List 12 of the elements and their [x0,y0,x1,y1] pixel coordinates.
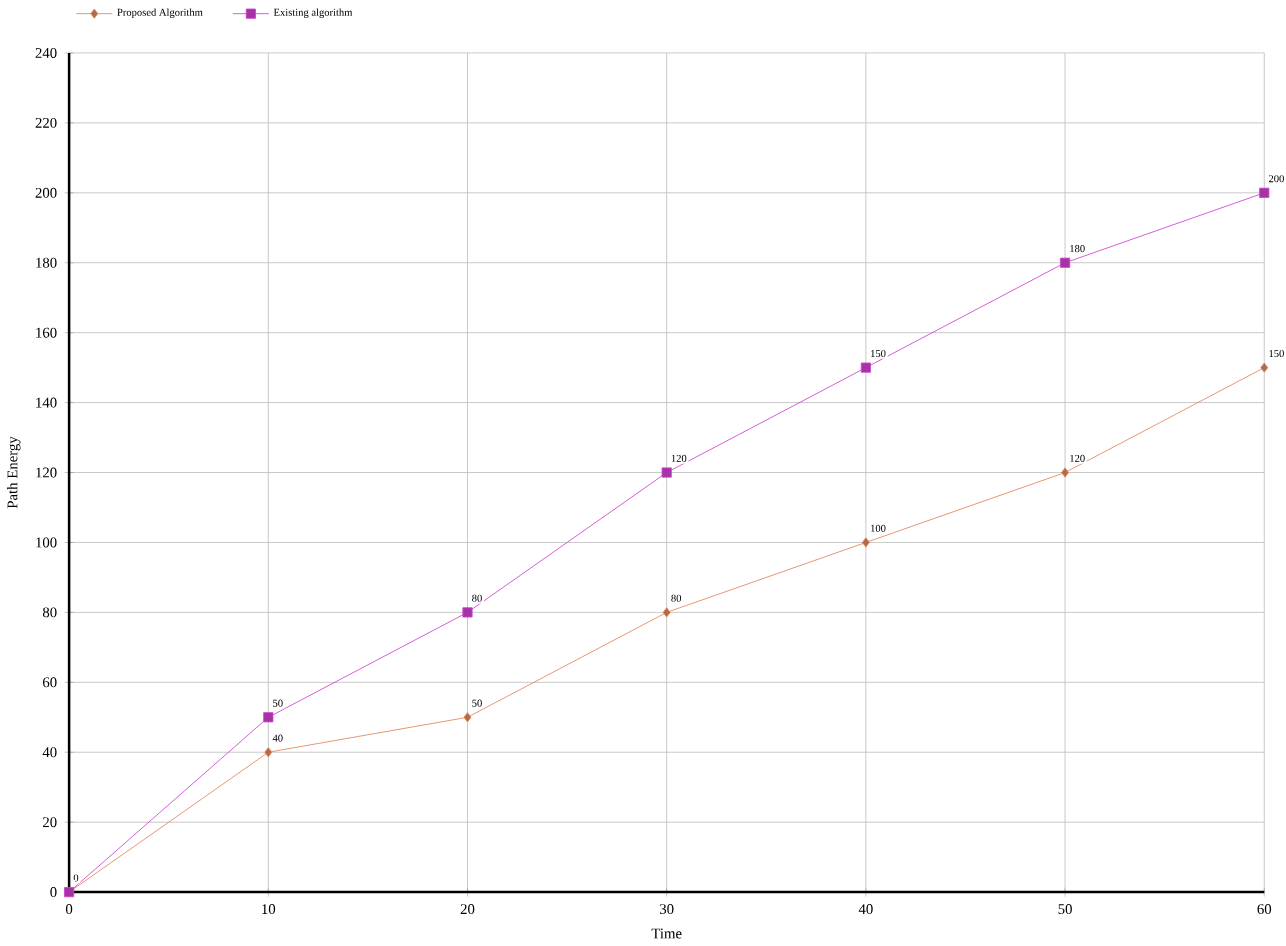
point [661,467,672,478]
point [463,712,472,723]
point [1060,257,1071,269]
point [1260,362,1269,373]
point [662,607,671,618]
point [860,362,871,373]
point [1259,188,1270,199]
point [1061,467,1069,478]
point [861,537,870,548]
point [264,747,273,758]
point [462,607,473,618]
point [263,712,274,723]
